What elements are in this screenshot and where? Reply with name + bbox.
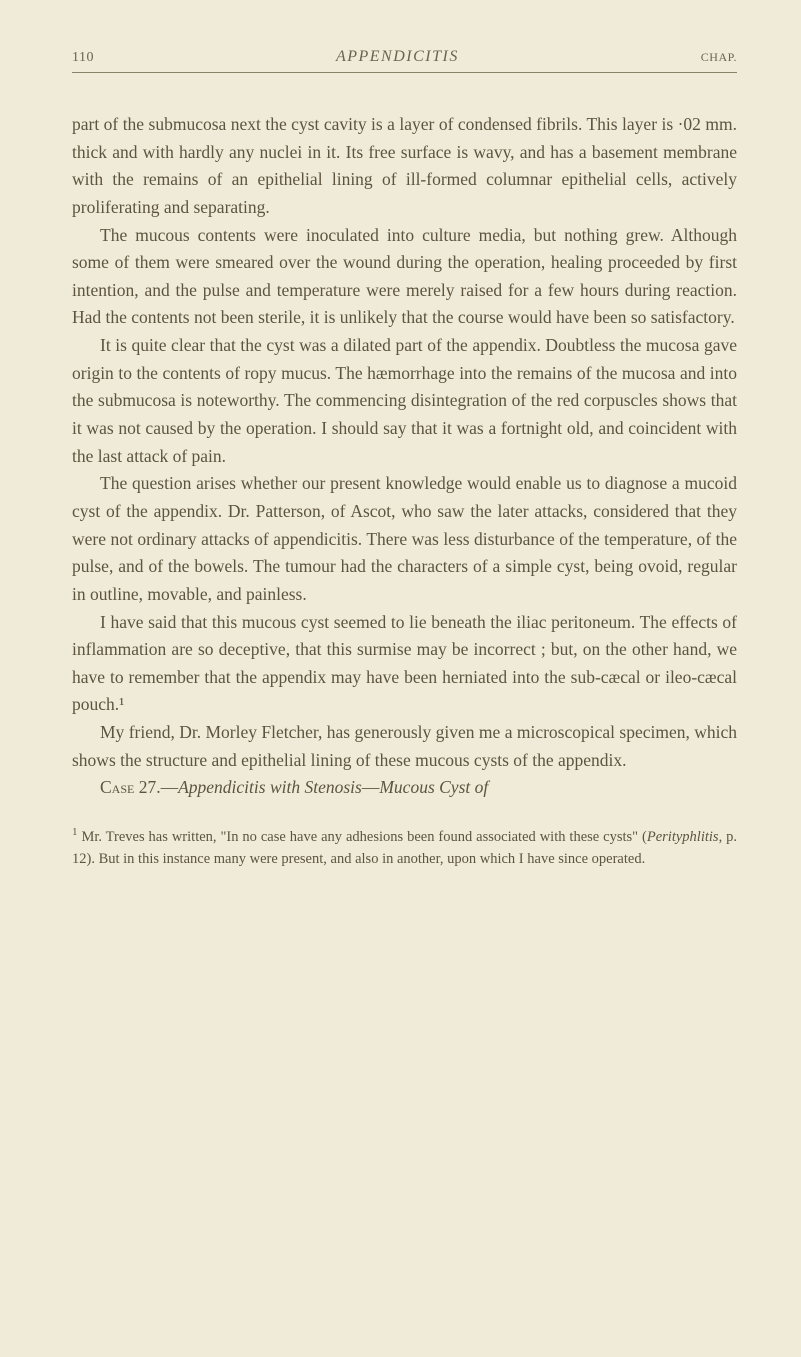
page-number: 110 [72, 50, 94, 66]
case-dash: — [362, 777, 380, 797]
chapter-label: CHAP. [701, 50, 737, 65]
paragraph-3: It is quite clear that the cyst was a di… [72, 332, 737, 470]
case-line: Case 27.—Appendicitis with Stenosis—Muco… [72, 774, 737, 802]
body-text: part of the submucosa next the cyst cavi… [72, 111, 737, 802]
case-title-2: Mucous Cyst of [379, 777, 488, 797]
paragraph-1: part of the submucosa next the cyst cavi… [72, 111, 737, 222]
footnote-italic: Perityphlitis [647, 829, 719, 845]
paragraph-2: The mucous contents were inoculated into… [72, 222, 737, 333]
case-title-1: Appendicitis with Stenosis [178, 777, 362, 797]
case-label: Case [100, 777, 134, 797]
footnote: 1 Mr. Treves has written, "In no case ha… [72, 824, 737, 870]
paragraph-4: The question arises whether our present … [72, 470, 737, 608]
page-header: 110 APPENDICITIS CHAP. [72, 48, 737, 73]
paragraph-5: I have said that this mucous cyst seemed… [72, 609, 737, 720]
footnote-text-pre: Mr. Treves has written, "In no case have… [78, 829, 647, 845]
paragraph-6: My friend, Dr. Morley Fletcher, has gene… [72, 719, 737, 774]
page-container: 110 APPENDICITIS CHAP. part of the submu… [0, 0, 801, 918]
page-title: APPENDICITIS [336, 48, 459, 66]
case-number: 27.— [134, 777, 178, 797]
